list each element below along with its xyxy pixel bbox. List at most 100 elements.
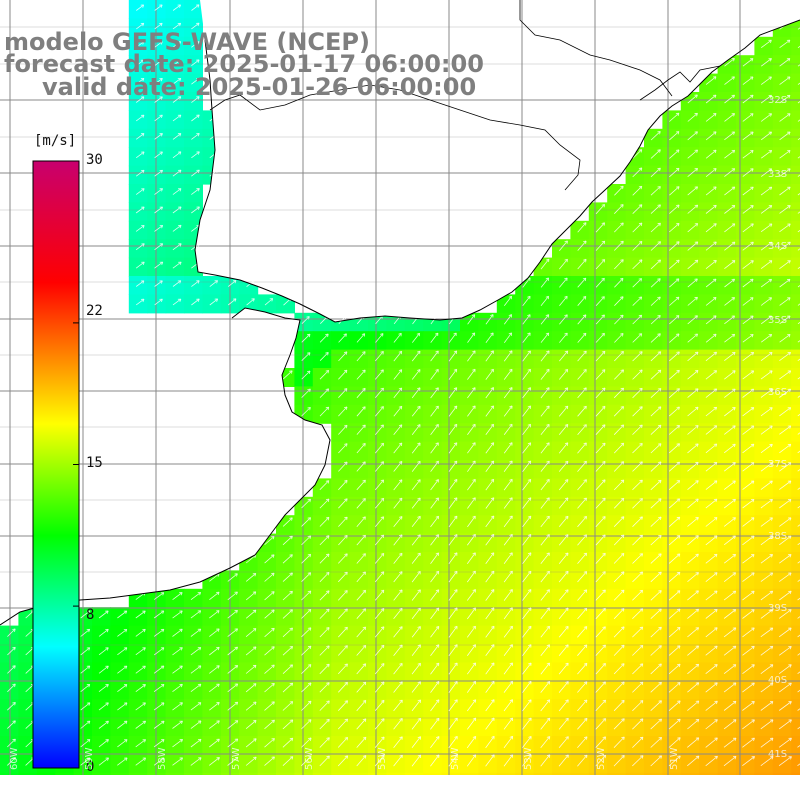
wind-cell: [496, 515, 516, 535]
wind-cell: [588, 533, 608, 553]
wind-cell: [552, 496, 571, 516]
wind-cell: [460, 423, 479, 443]
wind-cell: [202, 625, 222, 645]
wind-cell: [772, 404, 792, 424]
wind-arrow: [742, 186, 754, 196]
wind-arrow: [393, 405, 403, 417]
wind-cell: [423, 496, 443, 516]
wind-cell: [92, 680, 111, 700]
wind-arrow: [595, 222, 605, 233]
wind-arrow: [135, 206, 145, 214]
wind-cell: [607, 239, 627, 259]
wind-cell: [423, 533, 443, 553]
wind-cell: [699, 754, 719, 774]
wind-cell: [717, 257, 737, 277]
wind-cell: [147, 276, 167, 295]
wind-cell: [165, 662, 185, 682]
wind-cell: [791, 533, 800, 553]
wind-cell: [754, 552, 774, 571]
wind-cell: [441, 754, 461, 774]
wind-cell: [404, 331, 424, 351]
wind-cell: [423, 460, 443, 479]
wind-arrow: [467, 314, 476, 325]
wind-cell: [386, 736, 406, 755]
wind-cell: [717, 680, 737, 700]
wind-cell: [441, 423, 461, 443]
wind-cell: [588, 331, 608, 351]
wind-arrow: [779, 352, 791, 362]
wind-cell: [699, 607, 719, 627]
wind-cell: [607, 220, 627, 240]
wind-cell: [791, 717, 800, 737]
wind-cell: [791, 220, 800, 240]
wind-arrow: [135, 96, 145, 103]
wind-arrow: [687, 315, 698, 325]
wind-arrow: [687, 351, 699, 362]
wind-arrow: [613, 479, 625, 491]
wind-cell: [607, 276, 627, 295]
wind-cell: [754, 239, 774, 259]
wind-cell: [533, 312, 553, 332]
wind-cell: [754, 312, 774, 332]
wind-arrow: [595, 479, 606, 491]
wind-cell: [791, 423, 800, 443]
wind-cell: [607, 736, 627, 755]
wind-arrow: [467, 460, 476, 472]
wind-arrow: [467, 405, 476, 417]
wind-arrow: [467, 479, 476, 491]
wind-arrow: [614, 259, 624, 270]
wind-arrow: [650, 443, 662, 454]
wind-cell: [147, 110, 167, 130]
wind-cell: [368, 552, 387, 571]
wind-cell: [128, 239, 148, 259]
wind-cell: [128, 736, 148, 755]
wind-cell: [496, 423, 516, 443]
wind-arrow: [724, 315, 735, 325]
wind-cell: [165, 644, 185, 663]
wind-cell: [791, 147, 800, 167]
wind-cell: [349, 331, 369, 351]
wind-cell: [147, 294, 167, 314]
wind-arrow: [356, 387, 366, 399]
wind-arrow: [632, 149, 643, 159]
wind-cell: [92, 644, 111, 663]
wind-arrow: [136, 22, 145, 30]
wind-arrow: [356, 369, 366, 380]
wind-cell: [423, 423, 443, 443]
lon-label: 53W: [523, 747, 534, 770]
wind-arrow: [705, 462, 718, 472]
wind-cell: [588, 294, 608, 314]
wind-cell: [349, 607, 369, 627]
wind-arrow: [705, 315, 717, 325]
wind-arrow: [319, 333, 329, 343]
wind-cell: [754, 128, 774, 148]
wind-arrow: [705, 297, 717, 306]
wind-arrow: [172, 224, 182, 232]
wind-cell: [386, 662, 406, 682]
wind-arrow: [577, 350, 587, 362]
wind-cell: [423, 644, 443, 663]
wind-cell: [588, 515, 608, 535]
wind-cell: [441, 331, 461, 351]
valid-date: valid date: 2025-01-26 06:00:00: [42, 73, 477, 101]
wind-cell: [165, 754, 185, 774]
wind-arrow: [467, 368, 476, 380]
wind-cell: [496, 349, 516, 369]
wind-arrow: [632, 296, 643, 306]
wind-cell: [791, 368, 800, 387]
wind-arrow: [448, 479, 458, 491]
wind-cell: [423, 441, 443, 461]
wind-cell: [349, 423, 369, 443]
wind-arrow: [411, 332, 420, 343]
wind-arrow: [356, 406, 366, 417]
wind-arrow: [577, 222, 587, 233]
wind-arrow: [687, 204, 699, 214]
wind-arrow: [503, 295, 512, 307]
wind-arrow: [724, 297, 735, 306]
wind-cell: [791, 92, 800, 111]
wind-cell: [110, 754, 130, 774]
wind-cell: [386, 699, 406, 719]
wind-cell: [607, 202, 627, 222]
wind-cell: [368, 699, 387, 719]
wind-arrow: [742, 241, 754, 251]
